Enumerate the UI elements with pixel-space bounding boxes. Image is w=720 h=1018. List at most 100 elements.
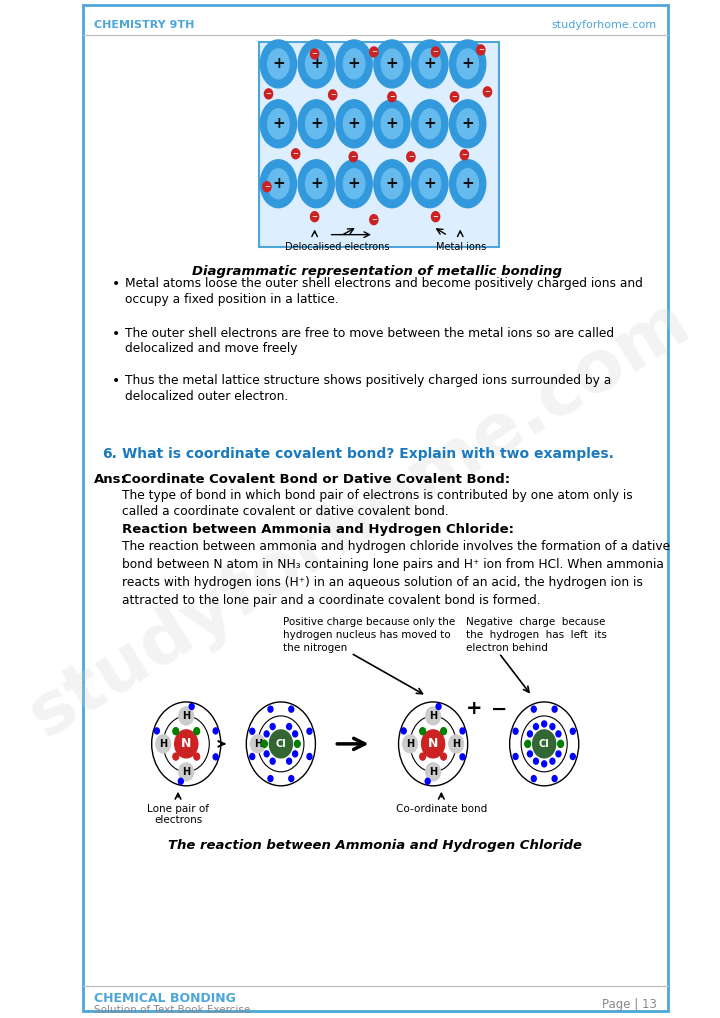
Circle shape (402, 735, 418, 753)
Ellipse shape (298, 160, 334, 208)
Text: •: • (112, 327, 120, 340)
Text: Positive charge because only the: Positive charge because only the (284, 617, 456, 627)
Circle shape (289, 776, 294, 782)
Text: N: N (181, 737, 192, 750)
Circle shape (441, 753, 446, 760)
Circle shape (261, 740, 267, 747)
Circle shape (179, 762, 194, 781)
Text: H: H (452, 739, 460, 749)
Text: studyforhome.com: studyforhome.com (17, 287, 702, 751)
Text: +: + (466, 699, 482, 719)
Ellipse shape (412, 160, 448, 208)
Text: +: + (348, 176, 361, 191)
Text: −: − (462, 152, 467, 158)
Circle shape (534, 758, 539, 765)
Text: −: − (371, 49, 377, 55)
Ellipse shape (374, 160, 410, 208)
Text: +: + (386, 176, 398, 191)
Ellipse shape (305, 109, 327, 138)
Text: Reaction between Ammonia and Hydrogen Chloride:: Reaction between Ammonia and Hydrogen Ch… (122, 523, 514, 536)
Text: +: + (348, 116, 361, 131)
Circle shape (154, 728, 159, 734)
Circle shape (525, 740, 531, 747)
Text: hydrogen nucleus has moved to: hydrogen nucleus has moved to (284, 630, 451, 640)
Ellipse shape (457, 109, 478, 138)
FancyBboxPatch shape (258, 42, 499, 246)
Text: •: • (112, 277, 120, 290)
Circle shape (401, 728, 406, 734)
Text: −: − (371, 217, 377, 223)
Ellipse shape (268, 49, 289, 78)
Text: −: − (266, 91, 271, 97)
Text: Cl: Cl (276, 739, 287, 749)
Ellipse shape (412, 100, 448, 148)
Circle shape (441, 728, 446, 735)
Text: −: − (312, 214, 318, 220)
Text: Metal ions: Metal ions (436, 241, 486, 251)
Text: Thus the metal lattice structure shows positively charged ions surrounded by a: Thus the metal lattice structure shows p… (125, 375, 611, 388)
Text: the nitrogen: the nitrogen (284, 643, 348, 653)
Text: −: − (451, 94, 457, 100)
Text: +: + (423, 176, 436, 191)
Text: −: − (389, 94, 395, 100)
Circle shape (513, 728, 518, 734)
Ellipse shape (305, 49, 327, 78)
Ellipse shape (261, 40, 297, 88)
Text: H: H (182, 711, 190, 721)
Text: +: + (310, 116, 323, 131)
Text: −: − (312, 51, 318, 57)
Circle shape (263, 182, 271, 191)
Circle shape (526, 741, 530, 747)
Circle shape (268, 776, 273, 782)
Text: +: + (462, 56, 474, 71)
Circle shape (292, 751, 297, 756)
Text: Co-ordinate bond: Co-ordinate bond (396, 804, 487, 813)
Text: Coordinate Covalent Bond or Dative Covalent Bond:: Coordinate Covalent Bond or Dative Coval… (122, 473, 510, 487)
Text: +: + (272, 176, 285, 191)
Text: +: + (272, 116, 285, 131)
Circle shape (556, 731, 561, 737)
Circle shape (270, 724, 275, 730)
Circle shape (287, 758, 292, 765)
Text: H: H (429, 767, 437, 777)
Circle shape (558, 740, 564, 747)
Circle shape (552, 776, 557, 782)
Circle shape (213, 728, 218, 734)
Text: +: + (272, 56, 285, 71)
Circle shape (460, 150, 469, 160)
Text: +: + (348, 56, 361, 71)
Circle shape (431, 212, 440, 222)
Circle shape (550, 758, 555, 765)
Text: −: − (491, 699, 507, 719)
Text: The type of bond in which bond pair of electrons is contributed by one atom only: The type of bond in which bond pair of e… (122, 490, 633, 502)
Circle shape (250, 753, 255, 759)
Text: bond between N atom in NH₃ containing lone pairs and H⁺ ion from HCl. When ammon: bond between N atom in NH₃ containing lo… (122, 558, 664, 571)
Ellipse shape (343, 109, 365, 138)
Circle shape (531, 776, 536, 782)
Circle shape (449, 735, 464, 753)
Text: 6.: 6. (102, 447, 117, 461)
Circle shape (541, 760, 546, 767)
Circle shape (460, 728, 465, 734)
Text: The outer shell electrons are free to move between the metal ions so are called: The outer shell electrons are free to mo… (125, 327, 613, 340)
Text: +: + (462, 116, 474, 131)
Ellipse shape (268, 169, 289, 199)
Ellipse shape (412, 40, 448, 88)
Text: Delocalised electrons: Delocalised electrons (285, 241, 390, 251)
Circle shape (173, 753, 179, 760)
Circle shape (269, 730, 292, 757)
Text: Solution of Text Book Exercise: Solution of Text Book Exercise (94, 1006, 251, 1016)
Circle shape (420, 728, 426, 735)
Ellipse shape (419, 109, 441, 138)
Text: −: − (264, 183, 270, 189)
Ellipse shape (449, 40, 486, 88)
Text: Lone pair of
electrons: Lone pair of electrons (147, 804, 209, 826)
Circle shape (250, 728, 255, 734)
Circle shape (541, 721, 546, 727)
Circle shape (292, 731, 297, 737)
Circle shape (531, 706, 536, 713)
Text: delocalized outer electron.: delocalized outer electron. (125, 391, 288, 403)
Circle shape (420, 753, 426, 760)
Circle shape (570, 753, 575, 759)
Circle shape (528, 751, 532, 756)
